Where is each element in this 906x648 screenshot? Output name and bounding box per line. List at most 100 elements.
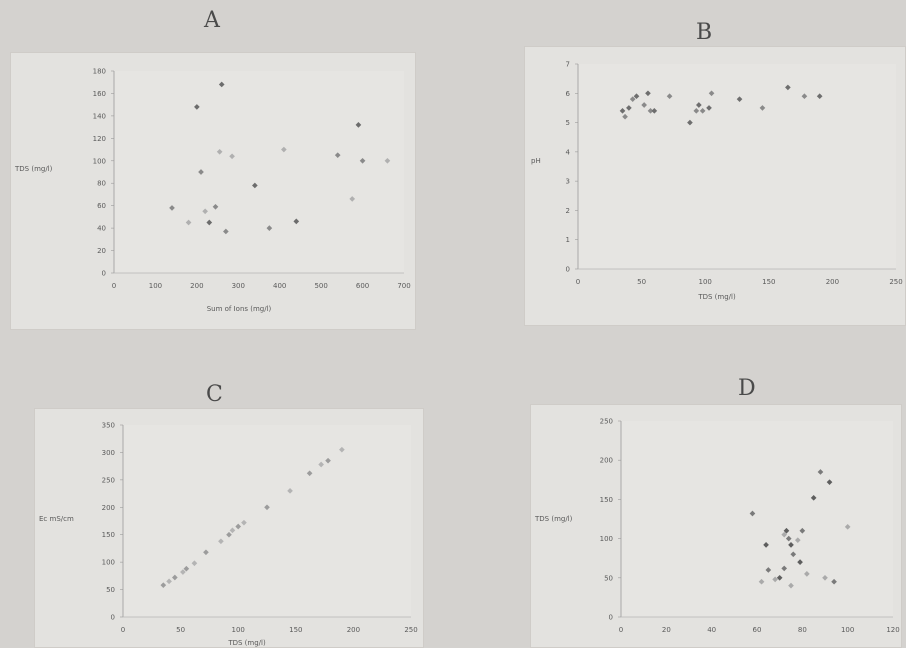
y-tick-label: 180: [93, 68, 106, 76]
x-axis-label: TDS (mg/l): [697, 293, 736, 301]
plot-area: [621, 421, 893, 617]
x-tick-label: 0: [576, 278, 580, 286]
y-tick-label: 50: [106, 586, 115, 594]
data-point: [785, 535, 792, 542]
chart-panel-c: 0 50 100 150 200 250 300 350 0 50 100 150 200 250 Ec m…: [34, 408, 424, 648]
x-tick-label: 20: [662, 626, 671, 634]
data-point: [202, 208, 208, 215]
data-point: [223, 228, 229, 235]
data-point: [218, 538, 224, 545]
data-point: [708, 90, 715, 97]
x-tick-label: 40: [707, 626, 716, 634]
y-tick-label: 4: [566, 148, 571, 156]
x-tick-label: 250: [404, 626, 417, 634]
data-point: [281, 146, 287, 153]
chart-d: 0 50 100 150 200 250 0 20 40 60 80 100 120 TDS (mg/l): [534, 418, 900, 635]
data-point: [687, 119, 693, 126]
y-tick-label: 1: [566, 236, 570, 244]
x-tick-label: 200: [347, 626, 360, 634]
y-tick-label: 250: [102, 476, 115, 484]
y-tick-label: 0: [566, 266, 570, 274]
chart-b: 0 1 2 3 4 5 6 7 0 50 100 150 200 250 pH TDS (mg/l): [531, 61, 903, 302]
y-axis-label: TDS (mg/l): [534, 515, 573, 523]
data-point: [759, 105, 766, 111]
y-tick-label: 20: [97, 247, 106, 255]
data-point: [206, 219, 213, 226]
y-tick-label: 100: [93, 157, 106, 165]
y-axis-label: pH: [531, 157, 541, 165]
x-tick-label: 150: [289, 626, 302, 634]
data-point: [822, 574, 828, 581]
chart-panel-a: 0 20 40 60 80 100 120 140 160 180 0 100 200 300 400 500…: [10, 52, 416, 330]
y-tick-label: 7: [566, 61, 570, 69]
x-axis-label: TDS (mg/l): [227, 639, 266, 647]
plot-area: [578, 64, 896, 269]
x-tick-label: 80: [798, 626, 807, 634]
data-point: [349, 196, 356, 202]
data-point: [266, 225, 273, 231]
data-point: [817, 469, 824, 475]
y-tick-label: 150: [600, 496, 613, 504]
x-tick-label: 100: [841, 626, 854, 634]
panel-letter-d: D: [738, 376, 756, 401]
x-tick-label: 150: [762, 278, 775, 286]
y-tick-label: 80: [97, 180, 106, 188]
data-point: [212, 203, 219, 210]
y-tick-label: 100: [102, 559, 115, 567]
data-point: [736, 96, 743, 102]
data-point: [699, 108, 706, 114]
x-tick-label: 600: [356, 282, 369, 290]
y-tick-label: 3: [566, 178, 570, 186]
data-point: [788, 582, 794, 589]
data-point: [293, 218, 300, 225]
y-tick-label: 250: [600, 418, 613, 426]
y-tick-label: 350: [102, 422, 115, 430]
x-tick-label: 120: [886, 626, 899, 634]
x-tick-label: 0: [619, 626, 623, 634]
y-axis-label: TDS (mg/l): [14, 165, 53, 173]
y-tick-label: 0: [609, 614, 613, 622]
y-tick-label: 2: [566, 207, 570, 215]
data-point: [334, 152, 341, 158]
x-tick-label: 50: [176, 626, 185, 634]
data-point: [826, 479, 833, 485]
data-point: [788, 542, 794, 548]
x-tick-label: 200: [826, 278, 839, 286]
x-tick-label: 700: [397, 282, 410, 290]
data-point: [169, 205, 175, 211]
x-tick-label: 250: [889, 278, 902, 286]
data-point: [797, 559, 803, 565]
data-point: [647, 108, 654, 114]
data-point: [384, 157, 391, 164]
y-tick-label: 40: [97, 225, 106, 233]
x-tick-label: 60: [753, 626, 762, 634]
y-tick-label: 50: [604, 574, 613, 582]
x-tick-label: 400: [273, 282, 286, 290]
data-point: [816, 93, 823, 100]
y-tick-label: 5: [566, 119, 570, 127]
data-point: [804, 571, 810, 577]
data-point: [355, 122, 362, 128]
x-tick-label: 0: [112, 282, 116, 290]
chart-panel-b: 0 1 2 3 4 5 6 7 0 50 100 150 200 250 pH TDS (mg/l): [524, 46, 906, 326]
x-tick-label: 100: [149, 282, 162, 290]
y-tick-label: 120: [93, 135, 106, 143]
data-point: [287, 488, 293, 494]
y-axis-label: Ec mS/cm: [39, 515, 74, 523]
y-tick-label: 200: [102, 504, 115, 512]
data-point: [785, 84, 791, 91]
chart-c: 0 50 100 150 200 250 300 350 0 50 100 150 200 250 Ec m…: [39, 422, 418, 648]
x-tick-label: 0: [121, 626, 125, 634]
plot-area: [123, 425, 411, 617]
y-tick-label: 150: [102, 531, 115, 539]
data-point: [359, 157, 366, 164]
x-tick-label: 300: [232, 282, 245, 290]
x-tick-label: 100: [232, 626, 245, 634]
data-point: [810, 495, 817, 501]
data-point: [185, 219, 192, 226]
y-tick-label: 300: [102, 449, 115, 457]
y-tick-label: 0: [111, 614, 115, 622]
data-point: [794, 537, 801, 543]
x-tick-label: 500: [314, 282, 327, 290]
data-point: [844, 524, 851, 530]
